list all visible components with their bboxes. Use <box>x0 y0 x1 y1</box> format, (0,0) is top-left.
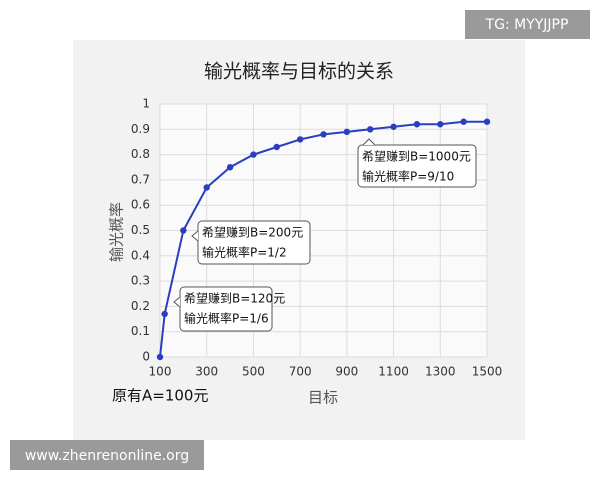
point <box>483 118 491 125</box>
callout-pointer <box>191 230 199 242</box>
point <box>367 126 374 133</box>
point <box>273 143 280 151</box>
y-tick-label: 0.8 <box>131 147 150 161</box>
watermark-box <box>465 10 590 39</box>
point <box>161 310 168 318</box>
callout-text: 输光概率P=1/6 <box>184 311 269 326</box>
watermark: TG: MYYJJPP <box>485 17 569 33</box>
y-tick-label: 0.6 <box>131 198 150 212</box>
point <box>413 121 421 128</box>
y-tick-label: 0 <box>142 350 150 364</box>
y-tick-label: 0.2 <box>131 299 150 313</box>
point <box>460 118 467 125</box>
callout-box <box>179 286 273 332</box>
x-tick-label: 700 <box>289 365 312 379</box>
x-tick-label: 500 <box>242 365 265 379</box>
x-tick-label: 1100 <box>378 365 409 379</box>
y-tick-label: 0.3 <box>131 274 150 288</box>
y-tick-label: 0.1 <box>131 324 150 338</box>
callout-text: 输光概率P=9/10 <box>362 169 454 184</box>
note: 原有A=100元 <box>112 387 208 405</box>
x-tick-label: 900 <box>335 365 358 379</box>
callout-text: 希望赚到B=1000元 <box>362 149 471 164</box>
callout-pointer <box>362 138 376 146</box>
line <box>159 120 487 358</box>
callout-text: 希望赚到B=120元 <box>184 291 285 306</box>
y-tick-label: 0.4 <box>131 248 150 262</box>
point <box>343 128 351 136</box>
point <box>320 131 327 138</box>
point <box>203 184 210 191</box>
point <box>296 136 304 143</box>
callout-box <box>357 144 477 188</box>
point <box>226 164 234 171</box>
x-axis-label: 目标 <box>308 389 338 407</box>
y-tick-label: 1 <box>142 97 150 111</box>
callout-box <box>197 220 311 265</box>
x-tick-label: 1500 <box>472 365 503 379</box>
callout-text: 希望赚到B=200元 <box>202 225 303 240</box>
watermark-box <box>10 440 204 470</box>
point <box>390 123 397 130</box>
y-tick-label: 0.5 <box>131 223 150 237</box>
callout-text: 输光概率P=1/2 <box>202 245 287 260</box>
point <box>156 353 164 361</box>
point <box>437 121 444 128</box>
y-axis-label: 输光概率 <box>108 202 126 262</box>
watermark: www.zhenrenonline.org <box>25 448 189 464</box>
x-tick-label: 1300 <box>425 365 456 379</box>
y-tick-label: 0.9 <box>131 122 150 136</box>
x-tick-label: 300 <box>195 365 218 379</box>
callout-pointer <box>173 296 181 308</box>
y-tick-label: 0.7 <box>131 172 150 186</box>
point <box>250 151 257 158</box>
x-tick-label: 100 <box>149 365 172 379</box>
point <box>180 227 187 234</box>
chart-title: 输光概率与目标的关系 <box>204 61 394 83</box>
